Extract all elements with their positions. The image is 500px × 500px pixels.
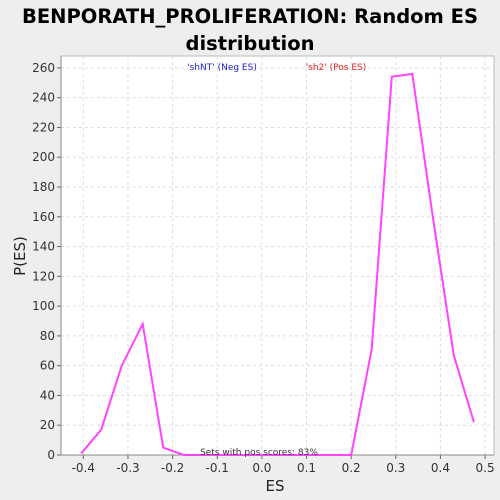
- y-tick-label: 180: [32, 180, 55, 194]
- x-tick-label: -0.2: [161, 461, 184, 475]
- x-tick-label: -0.3: [116, 461, 139, 475]
- y-axis-label: P(ES): [11, 236, 29, 276]
- y-tick-label: 80: [40, 329, 55, 343]
- x-tick-label: -0.4: [72, 461, 95, 475]
- series-lines: [80, 72, 475, 456]
- y-tick-label: 240: [32, 91, 55, 105]
- y-tick-label: 220: [32, 120, 55, 134]
- x-axis-label: ES: [266, 477, 285, 495]
- y-tick-label: 140: [32, 240, 55, 254]
- x-tick-label: 0.0: [252, 461, 271, 475]
- y-tick-label: 20: [40, 418, 55, 432]
- y-tick-label: 60: [40, 359, 55, 373]
- x-tick-label: 0.4: [431, 461, 450, 475]
- axes: 0 20 40 60 80 100 120 140 160 180 200 220 240 260 -0.4…: [32, 56, 495, 475]
- x-tick-label: 0.3: [386, 461, 405, 475]
- x-tick-label: 0.1: [297, 461, 316, 475]
- annotation-pos-scores: Sets with pos scores: 83%: [200, 448, 318, 458]
- y-tick-label: 120: [32, 269, 55, 283]
- chart-title: BENPORATH_PROLIFERATION: Random ES distr…: [21, 5, 479, 55]
- legend-entry-pos: 'sh2' (Pos ES): [306, 63, 367, 73]
- y-tick-label: 100: [32, 299, 55, 313]
- x-tick-label: 0.5: [476, 461, 495, 475]
- y-tick-label: 0: [47, 448, 55, 462]
- plot-background: [60, 55, 495, 456]
- y-tick-label: 200: [32, 150, 55, 164]
- x-tick-label: -0.1: [206, 461, 229, 475]
- y-tick-label: 260: [32, 61, 55, 75]
- grid-lines: [61, 56, 494, 456]
- x-tick-label: 0.2: [342, 461, 361, 475]
- y-tick-label: 160: [32, 210, 55, 224]
- series-line: [80, 72, 475, 456]
- legend-entry-neg: 'shNT' (Neg ES): [187, 63, 257, 73]
- y-tick-label: 40: [40, 388, 55, 402]
